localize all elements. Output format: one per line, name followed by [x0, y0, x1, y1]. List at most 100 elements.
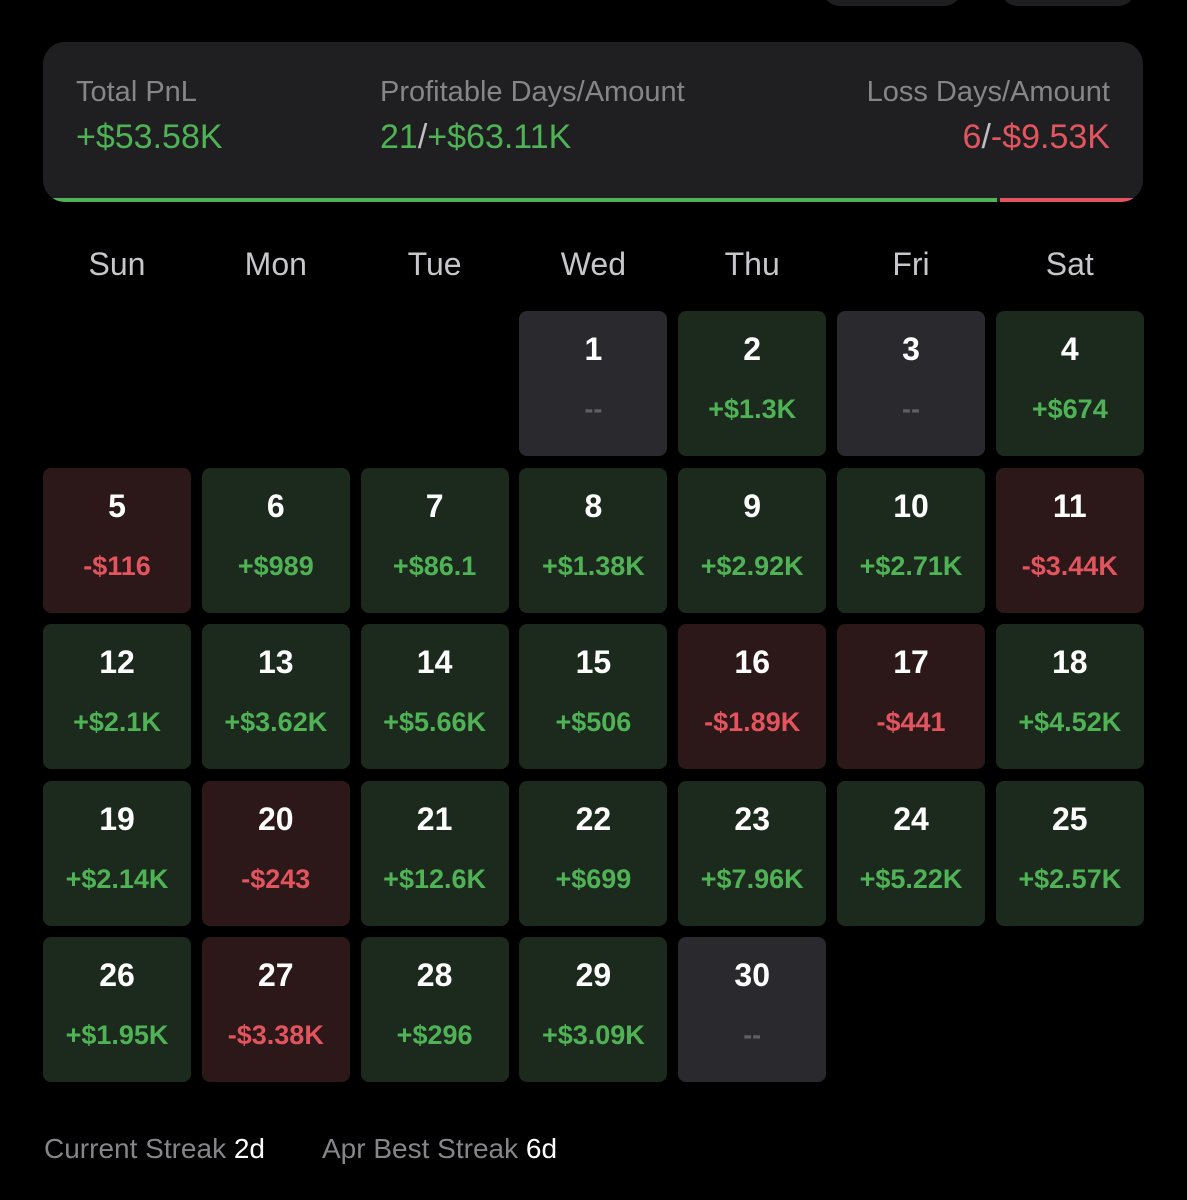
day-cell[interactable]: 5 -$116 [43, 467, 191, 613]
day-cell[interactable]: 6 +$989 [201, 467, 350, 613]
day-cell[interactable]: 21 +$12.6K [360, 780, 509, 926]
day-number: 25 [1052, 800, 1088, 837]
day-number: 11 [1052, 487, 1087, 524]
day-number: 18 [1052, 644, 1088, 680]
day-cell[interactable]: 4 +$674 [995, 311, 1144, 456]
day-number: 22 [575, 800, 612, 837]
day-pnl: +$2.92K [700, 550, 804, 581]
day-pnl: +$2.57K [1018, 863, 1122, 894]
day-cell[interactable]: 28 +$296 [360, 937, 509, 1082]
day-cell[interactable]: 20 -$243 [201, 780, 350, 926]
day-number: 26 [99, 957, 135, 993]
loss-amount: -$9.53K [990, 118, 1110, 156]
day-pnl: +$506 [555, 707, 632, 737]
profit-value: 21/+$63.11K [380, 118, 571, 157]
day-cell[interactable]: 14 +$5.66K [360, 624, 509, 769]
day-pnl: -$243 [241, 863, 311, 894]
day-number: 16 [734, 644, 770, 680]
weekday-label: Sat [1045, 246, 1094, 282]
day-cell[interactable]: 17 -$441 [837, 624, 985, 769]
day-pnl: +$1.3K [708, 394, 797, 424]
day-cell[interactable]: 8 +$1.38K [519, 467, 668, 613]
day-pnl: -- [743, 1020, 762, 1050]
day-cell[interactable]: 11 -$3.44K [995, 467, 1144, 613]
day-pnl: +$2.14K [65, 863, 169, 894]
profit-label: Profitable Days/Amount [380, 76, 685, 108]
day-pnl: +$5.22K [859, 863, 963, 894]
day-number: 4 [1060, 331, 1079, 367]
weekday-label: Thu [724, 246, 780, 282]
day-cell[interactable]: 22 +$699 [519, 780, 668, 926]
day-cell[interactable]: 10 +$2.71K [837, 467, 985, 613]
day-pnl: -- [584, 394, 603, 424]
day-cell[interactable]: 2 +$1.3K [678, 311, 827, 456]
day-cell[interactable]: 24 +$5.22K [837, 780, 985, 926]
streak-value: 2d [233, 1133, 266, 1164]
current-streak: Current Streak 2d [44, 1133, 265, 1165]
day-number: 3 [902, 331, 920, 367]
day-number: 28 [416, 957, 453, 993]
day-pnl: -$441 [876, 707, 946, 737]
day-cell[interactable]: 19 +$2.14K [43, 780, 191, 926]
day-pnl: +$674 [1031, 394, 1108, 424]
day-pnl: +$12.6K [383, 863, 487, 894]
day-cell[interactable]: 16 -$1.89K [678, 624, 827, 769]
day-pnl: +$989 [237, 550, 314, 581]
profit-amount: +$63.11K [427, 118, 572, 156]
day-pnl: -$116 [83, 550, 151, 581]
day-number: 13 [258, 644, 294, 680]
day-number: 2 [743, 331, 762, 367]
day-number: 30 [734, 957, 770, 993]
day-number: 21 [416, 800, 453, 837]
day-number: 19 [99, 800, 135, 837]
loss-days: 6 [962, 118, 982, 156]
separator: / [417, 118, 428, 156]
day-number: 8 [584, 487, 603, 524]
best-streak: Apr Best Streak 6d [322, 1133, 557, 1165]
summary-card: Total PnL +$53.58K Profitable Days/Amoun… [43, 42, 1143, 202]
day-number: 6 [266, 487, 285, 524]
day-cell[interactable]: 15 +$506 [519, 624, 668, 769]
day-pnl: +$3.62K [224, 707, 328, 737]
total-label: Total PnL [76, 76, 197, 108]
day-number: 12 [99, 644, 135, 680]
total-value: +$53.58K [76, 118, 223, 156]
weekday-label: Fri [892, 246, 930, 282]
profit-bar [52, 198, 997, 202]
day-cell[interactable]: 23 +$7.96K [678, 780, 827, 926]
day-pnl: +$7.96K [700, 863, 804, 894]
day-cell[interactable]: 27 -$3.38K [201, 937, 350, 1082]
day-pnl: +$4.52K [1018, 707, 1122, 737]
profit-days: 21 [380, 118, 418, 156]
day-cell[interactable]: 29 +$3.09K [519, 937, 668, 1082]
loss-value: 6/-$9.53K [963, 118, 1110, 157]
day-cell[interactable]: 12 +$2.1K [43, 624, 191, 769]
day-cell[interactable]: 3 -- [837, 311, 985, 456]
day-pnl: +$86.1 [392, 550, 477, 581]
day-cell[interactable]: 26 +$1.95K [43, 937, 191, 1082]
day-cell[interactable]: 25 +$2.57K [995, 780, 1144, 926]
day-number: 23 [734, 800, 770, 837]
day-pnl: +$296 [396, 1020, 473, 1050]
loss-bar [1000, 198, 1135, 202]
day-cell[interactable]: 9 +$2.92K [678, 467, 827, 613]
day-cell[interactable]: 1 -- [519, 311, 668, 456]
day-number: 29 [575, 957, 612, 993]
weekday-label: Tue [407, 246, 462, 282]
day-number: 15 [575, 644, 612, 680]
top-button[interactable] [822, 0, 962, 6]
day-number: 1 [584, 331, 603, 367]
day-cell[interactable]: 30 -- [678, 937, 827, 1082]
day-pnl: +$5.66K [383, 707, 487, 737]
top-button[interactable] [1000, 0, 1136, 6]
day-cell[interactable]: 13 +$3.62K [201, 624, 350, 769]
day-pnl: -- [902, 394, 920, 424]
day-number: 10 [893, 487, 929, 524]
weekday-label: Mon [244, 246, 307, 282]
day-cell[interactable]: 7 +$86.1 [360, 467, 509, 613]
day-cell[interactable]: 18 +$4.52K [995, 624, 1144, 769]
day-pnl: +$699 [555, 863, 632, 894]
day-number: 20 [258, 800, 294, 837]
day-pnl: -$3.44K [1021, 550, 1118, 581]
